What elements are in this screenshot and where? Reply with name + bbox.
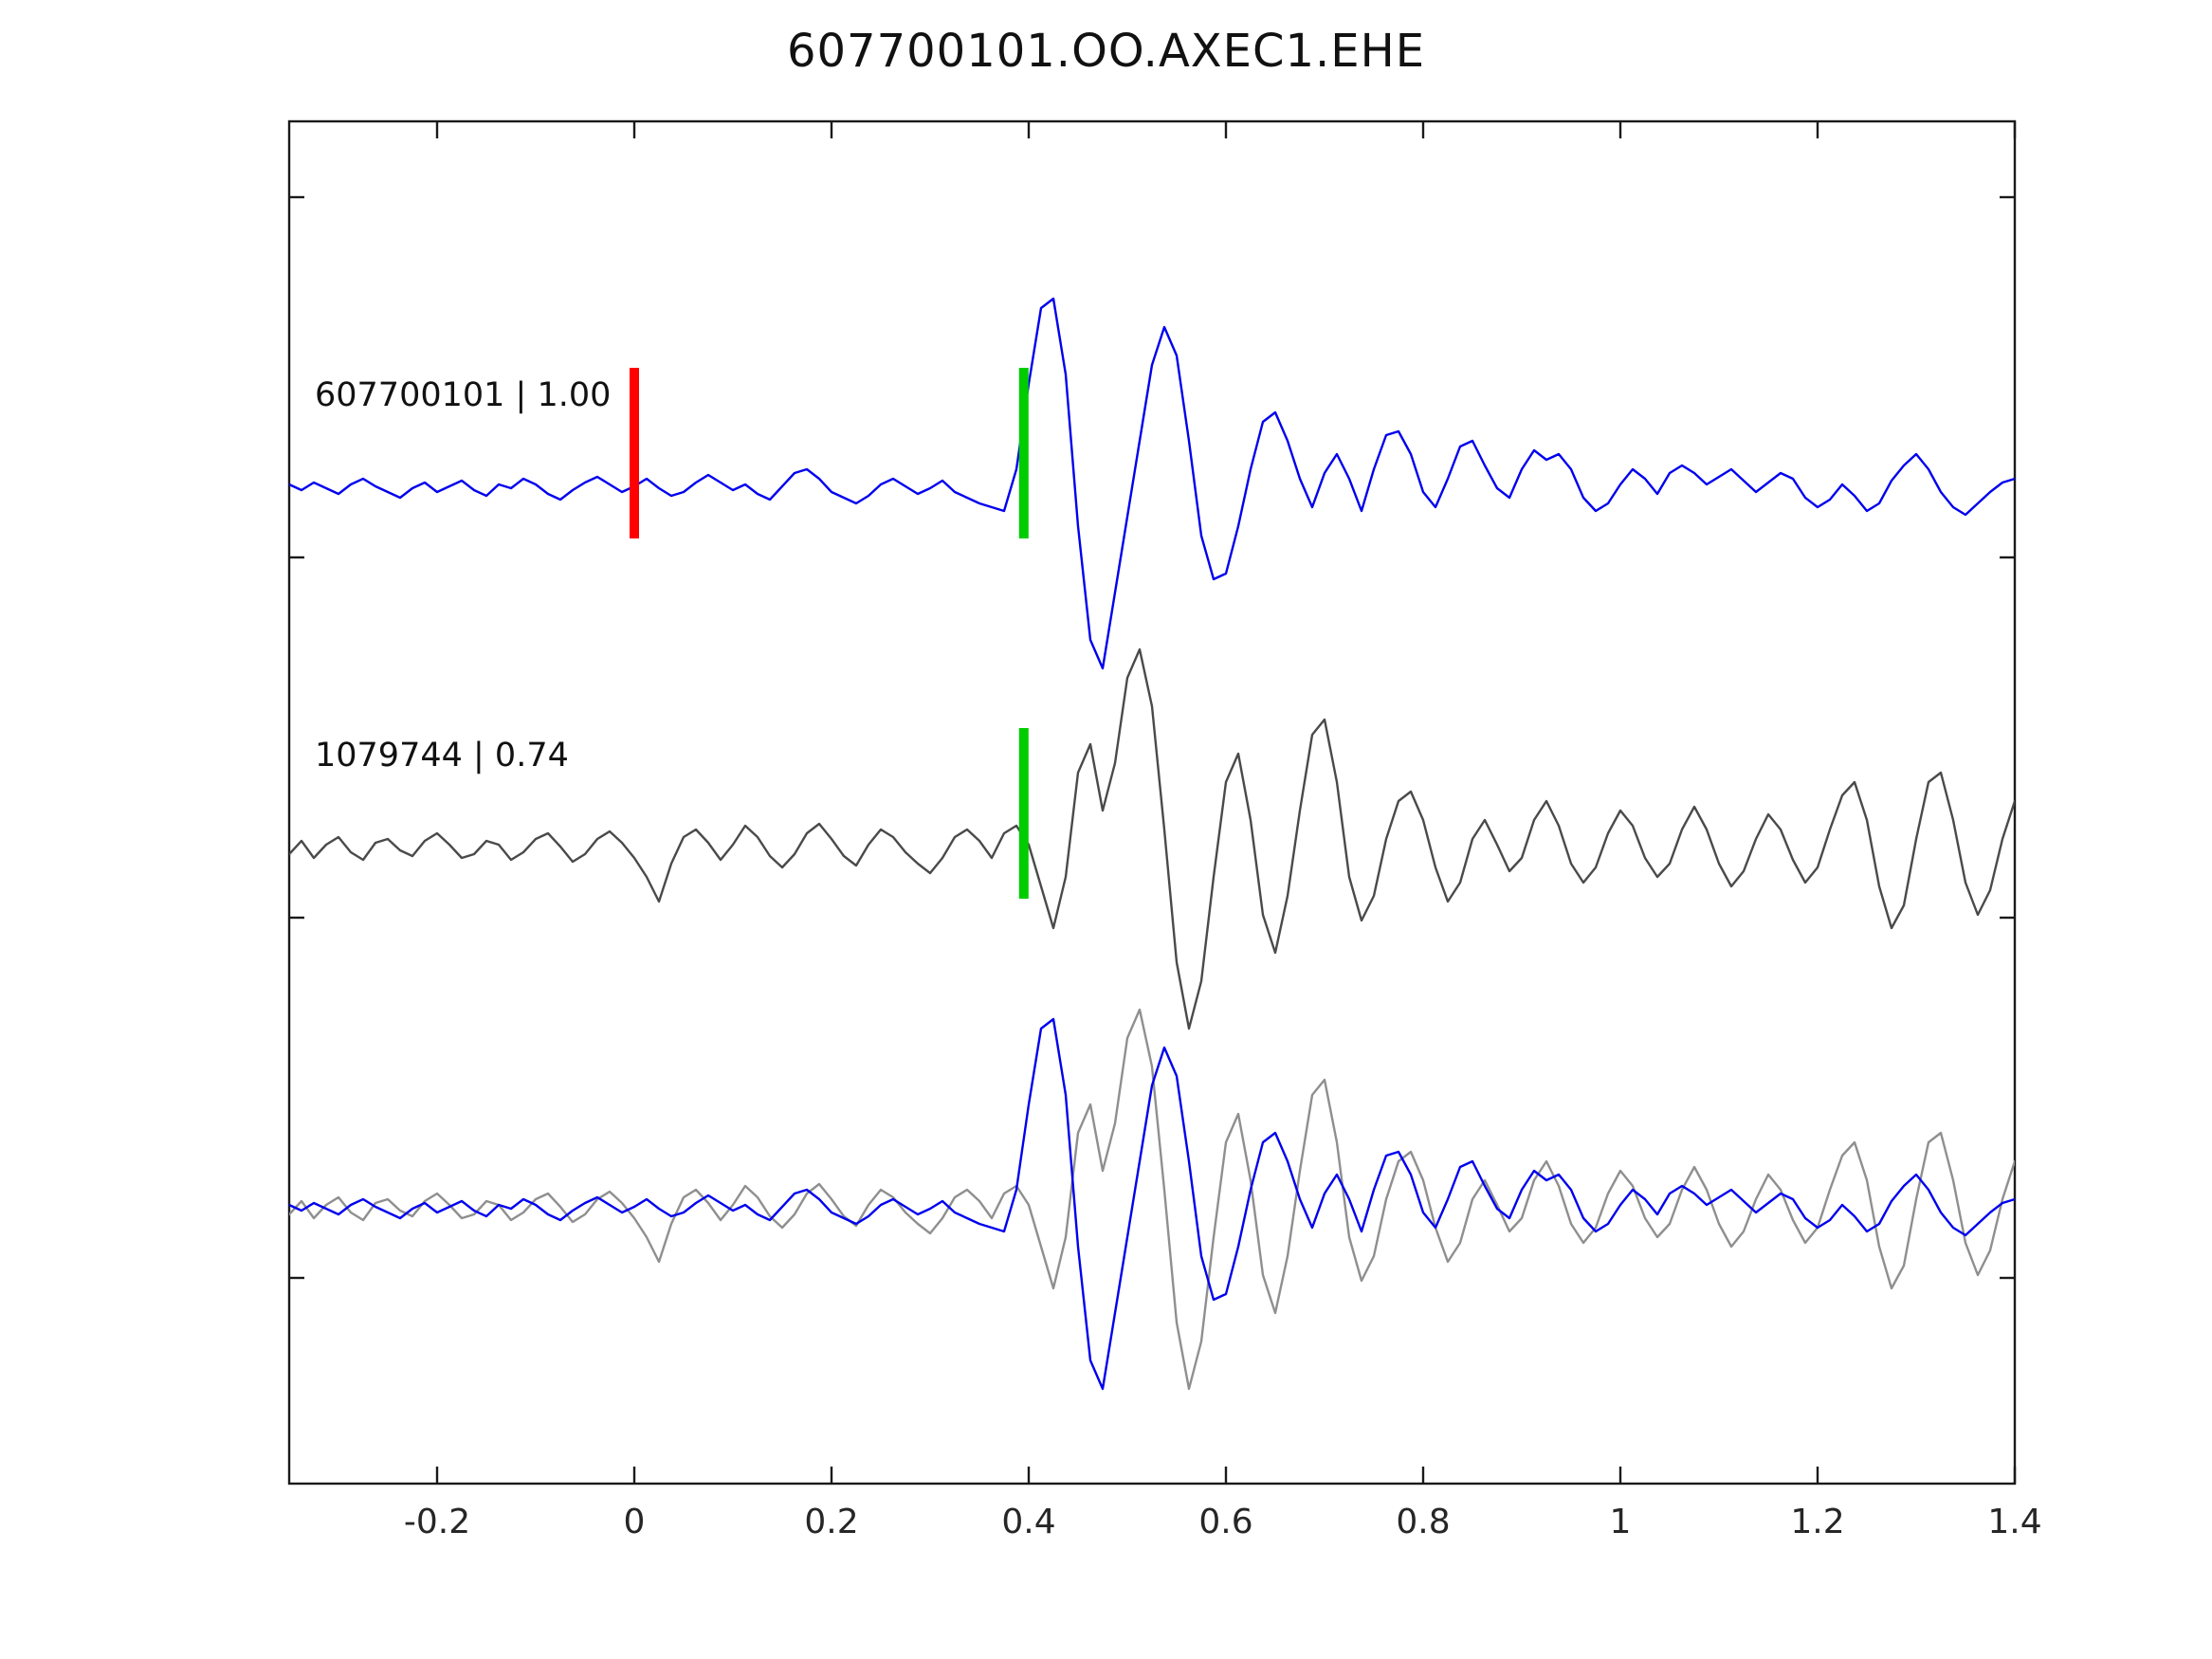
x-tick-label: 0.4 <box>1001 1503 1055 1541</box>
x-tick-label: -0.2 <box>404 1503 470 1541</box>
trace-label-row1: 607700101 | 1.00 <box>315 376 611 414</box>
x-tick-label: 0.6 <box>1198 1503 1252 1541</box>
waveform-trace-candidate-row3 <box>289 1008 2015 1391</box>
plot-border <box>287 119 2017 1486</box>
x-tick-label: 1.2 <box>1790 1503 1844 1541</box>
x-tick-label: 0 <box>624 1503 646 1541</box>
x-tick-label: 0.8 <box>1396 1503 1450 1541</box>
trace-label-row2: 1079744 | 0.74 <box>315 737 569 775</box>
x-tick-label: 1.4 <box>1987 1503 2041 1541</box>
waveform-trace-candidate-row2 <box>289 647 2015 1030</box>
x-tick-label: 1 <box>1610 1503 1632 1541</box>
figure-title: 607700101.OO.AXEC1.EHE <box>786 25 1426 78</box>
waveform-trace-template-row3 <box>289 1017 2015 1391</box>
x-tick-label: 0.2 <box>804 1503 858 1541</box>
waveform-trace-template-row1 <box>289 297 2015 670</box>
